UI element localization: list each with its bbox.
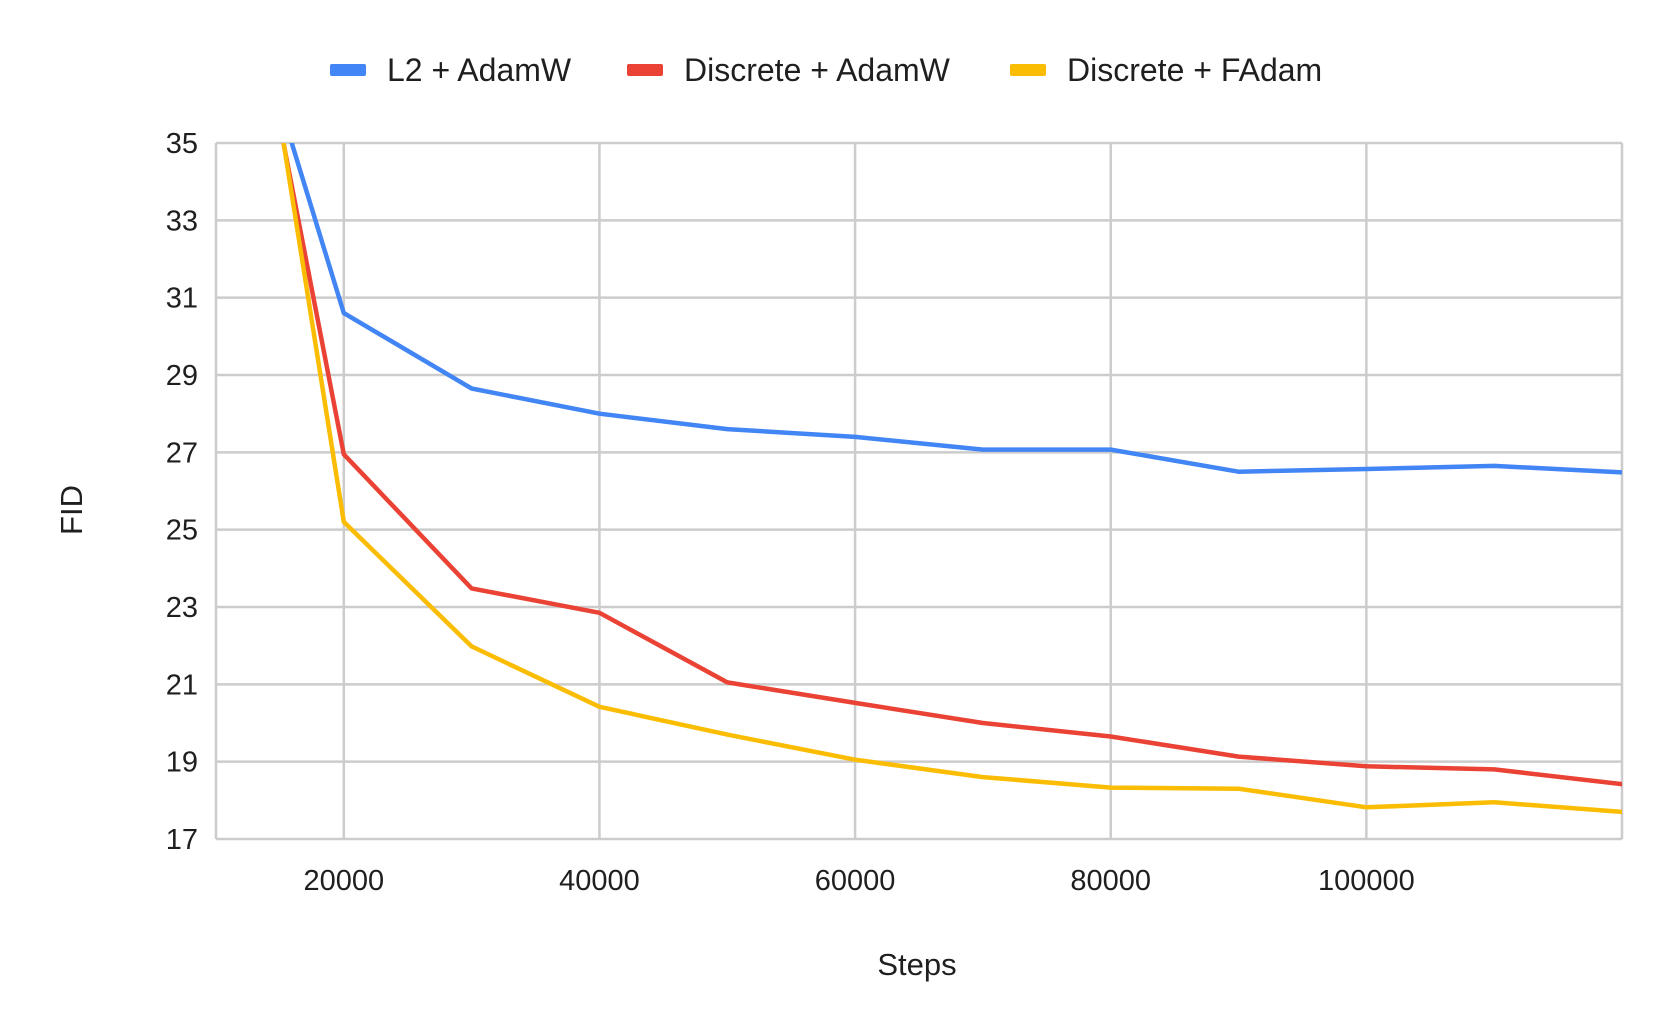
y-tick-label: 21: [166, 669, 198, 701]
legend-label: Discrete + FAdam: [1067, 52, 1322, 88]
legend-swatch: [330, 64, 366, 76]
legend-swatch: [627, 64, 663, 76]
y-tick-label: 27: [166, 437, 198, 469]
series-line: [281, 143, 1622, 787]
legend-label: Discrete + AdamW: [684, 52, 951, 88]
x-tick-label: 20000: [303, 865, 384, 897]
x-axis-ticks: 20000 40000 60000 80000 100000: [303, 865, 1414, 897]
series-line: [281, 143, 1622, 815]
series-group: [281, 143, 1622, 787]
legend-swatch: [1010, 64, 1046, 76]
y-tick-label: 29: [166, 360, 198, 392]
series-group: [289, 143, 1622, 475]
y-tick-label: 17: [166, 824, 198, 856]
x-tick-label: 40000: [559, 865, 640, 897]
x-tick-label: 60000: [815, 865, 896, 897]
grid: [214, 141, 1624, 841]
y-axis-ticks: 17 19 21 23 25 27 29 31 33 35: [166, 128, 198, 856]
legend: L2 + AdamW Discrete + AdamW Discrete + FAd…: [330, 52, 1322, 88]
y-tick-label: 25: [166, 515, 198, 547]
legend-item: Discrete + FAdam: [1010, 52, 1322, 88]
series-line: [289, 143, 1622, 475]
legend-item: L2 + AdamW: [330, 52, 572, 88]
y-tick-label: 23: [166, 592, 198, 624]
series-group: [281, 143, 1622, 815]
y-tick-label: 19: [166, 747, 198, 779]
legend-label: L2 + AdamW: [387, 52, 572, 88]
legend-item: Discrete + AdamW: [627, 52, 951, 88]
x-tick-label: 80000: [1070, 865, 1151, 897]
series-layer: [281, 143, 1622, 815]
y-tick-label: 35: [166, 128, 198, 160]
y-tick-label: 33: [166, 205, 198, 237]
x-tick-label: 100000: [1318, 865, 1415, 897]
y-tick-label: 31: [166, 283, 198, 315]
y-axis-title: FID: [54, 485, 89, 535]
x-axis-title: Steps: [877, 947, 956, 982]
